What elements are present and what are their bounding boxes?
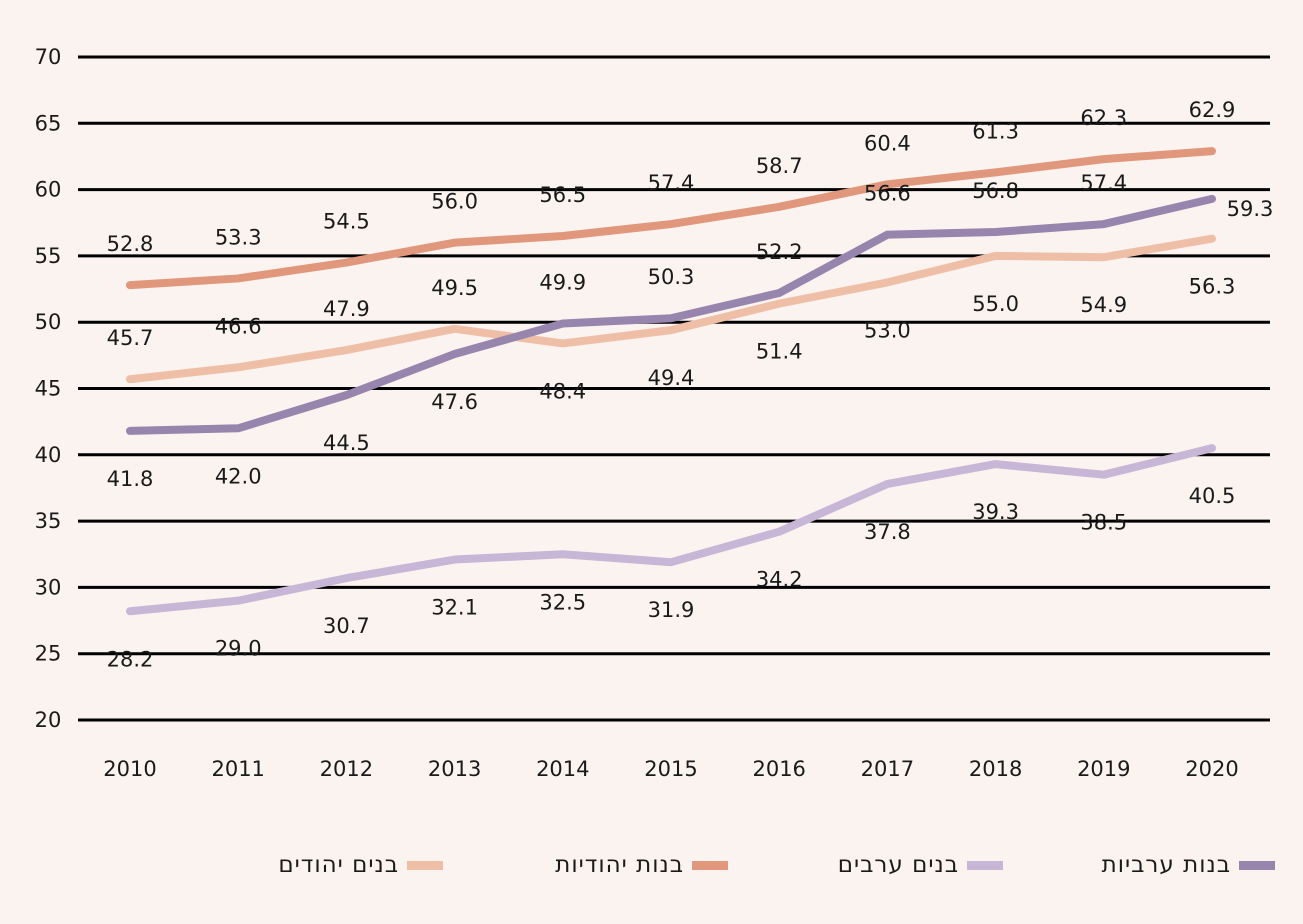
x-tick-label: 2013 xyxy=(428,757,481,781)
legend-label: בנים ערבים xyxy=(837,852,959,878)
data-label: 42.0 xyxy=(215,464,262,488)
x-tick-label: 2017 xyxy=(861,757,914,781)
data-label: 59.3 xyxy=(1227,197,1274,221)
data-label: 51.4 xyxy=(756,340,803,364)
data-label: 34.2 xyxy=(756,568,803,592)
data-label: 62.9 xyxy=(1189,98,1236,122)
legend-swatch xyxy=(1239,860,1275,870)
data-label: 53.3 xyxy=(215,225,262,249)
y-axis-ticks: 20 25 30 35 40 45 50 55 60 65 70 xyxy=(35,45,62,732)
x-tick-label: 2020 xyxy=(1185,757,1238,781)
y-tick-label: 50 xyxy=(35,310,62,334)
data-label: 49.5 xyxy=(431,276,478,300)
data-label: 49.9 xyxy=(539,271,586,295)
y-tick-label: 45 xyxy=(35,377,62,401)
legend-item-jewish-boys: בנים יהודים xyxy=(278,845,443,885)
data-label: 56.5 xyxy=(539,183,586,207)
data-label: 53.0 xyxy=(864,318,911,342)
series-line xyxy=(126,234,1216,384)
data-label: 56.0 xyxy=(431,190,478,214)
data-label: 40.5 xyxy=(1189,484,1236,508)
data-label: 54.9 xyxy=(1080,293,1127,317)
legend-label: בנים יהודים xyxy=(278,852,399,878)
x-tick-label: 2010 xyxy=(103,757,156,781)
data-label: 50.3 xyxy=(648,265,695,289)
data-label: 55.0 xyxy=(972,292,1019,316)
x-tick-label: 2011 xyxy=(211,757,264,781)
data-label: 41.8 xyxy=(107,467,154,491)
y-tick-label: 30 xyxy=(35,575,62,599)
y-tick-label: 65 xyxy=(35,111,62,135)
data-label: 56.6 xyxy=(864,182,911,206)
data-label: 49.4 xyxy=(648,366,695,390)
y-tick-label: 40 xyxy=(35,443,62,467)
legend-swatch xyxy=(407,860,443,870)
x-tick-label: 2015 xyxy=(644,757,697,781)
x-tick-label: 2012 xyxy=(320,757,373,781)
data-label: 28.2 xyxy=(107,647,154,671)
data-label: 46.6 xyxy=(215,314,262,338)
x-axis-ticks: 2010 2011 2012 2013 2014 2015 2016 2017 2018 2019… xyxy=(103,757,1238,781)
y-tick-label: 25 xyxy=(35,642,62,666)
series-line xyxy=(126,147,1216,290)
data-label: 45.7 xyxy=(107,326,154,350)
data-label: 32.5 xyxy=(539,590,586,614)
data-label: 58.7 xyxy=(756,154,803,178)
legend-label: בנות ערביות xyxy=(1101,852,1231,878)
data-label: 57.4 xyxy=(1080,171,1127,195)
data-label: 57.4 xyxy=(648,171,695,195)
data-label: 47.6 xyxy=(431,390,478,414)
data-label: 56.8 xyxy=(972,179,1019,203)
data-label: 32.1 xyxy=(431,596,478,620)
data-label: 47.9 xyxy=(323,297,370,321)
data-label: 38.5 xyxy=(1080,511,1127,535)
y-tick-label: 35 xyxy=(35,509,62,533)
y-tick-label: 60 xyxy=(35,178,62,202)
legend: בנים יהודים בנות יהודיות בנים ערבים בנות… xyxy=(0,845,1303,885)
data-label: 61.3 xyxy=(972,119,1019,143)
data-label: 48.4 xyxy=(539,379,586,403)
legend-swatch xyxy=(692,860,728,870)
data-label: 52.8 xyxy=(107,232,154,256)
data-label: 29.0 xyxy=(215,637,262,661)
data-label: 62.3 xyxy=(1080,106,1127,130)
x-tick-label: 2018 xyxy=(969,757,1022,781)
legend-swatch xyxy=(967,860,1003,870)
data-label: 54.5 xyxy=(323,210,370,234)
x-tick-label: 2019 xyxy=(1077,757,1130,781)
legend-item-arab-boys: בנים ערבים xyxy=(838,845,1003,885)
x-tick-label: 2016 xyxy=(752,757,805,781)
legend-label: בנות יהודיות xyxy=(555,852,684,878)
series-lines xyxy=(126,147,1216,616)
series-line xyxy=(126,194,1216,435)
series-line xyxy=(126,444,1216,616)
legend-item-jewish-girls: בנות יהודיות xyxy=(555,845,728,885)
gridlines xyxy=(78,55,1270,722)
data-label: 30.7 xyxy=(323,614,370,638)
data-label: 44.5 xyxy=(323,431,370,455)
data-label: 37.8 xyxy=(864,520,911,544)
data-labels: 45.7 46.6 47.9 49.5 48.4 49.4 51.4 53.0 55.0 54.9… xyxy=(107,98,1274,671)
y-tick-label: 55 xyxy=(35,244,62,268)
data-label: 52.2 xyxy=(756,240,803,264)
data-label: 60.4 xyxy=(864,131,911,155)
y-tick-label: 70 xyxy=(35,45,62,69)
y-tick-label: 20 xyxy=(35,708,62,732)
data-label: 31.9 xyxy=(648,598,695,622)
data-label: 56.3 xyxy=(1189,275,1236,299)
legend-item-arab-girls: בנות ערביות xyxy=(1102,845,1275,885)
data-label: 39.3 xyxy=(972,500,1019,524)
x-tick-label: 2014 xyxy=(536,757,589,781)
